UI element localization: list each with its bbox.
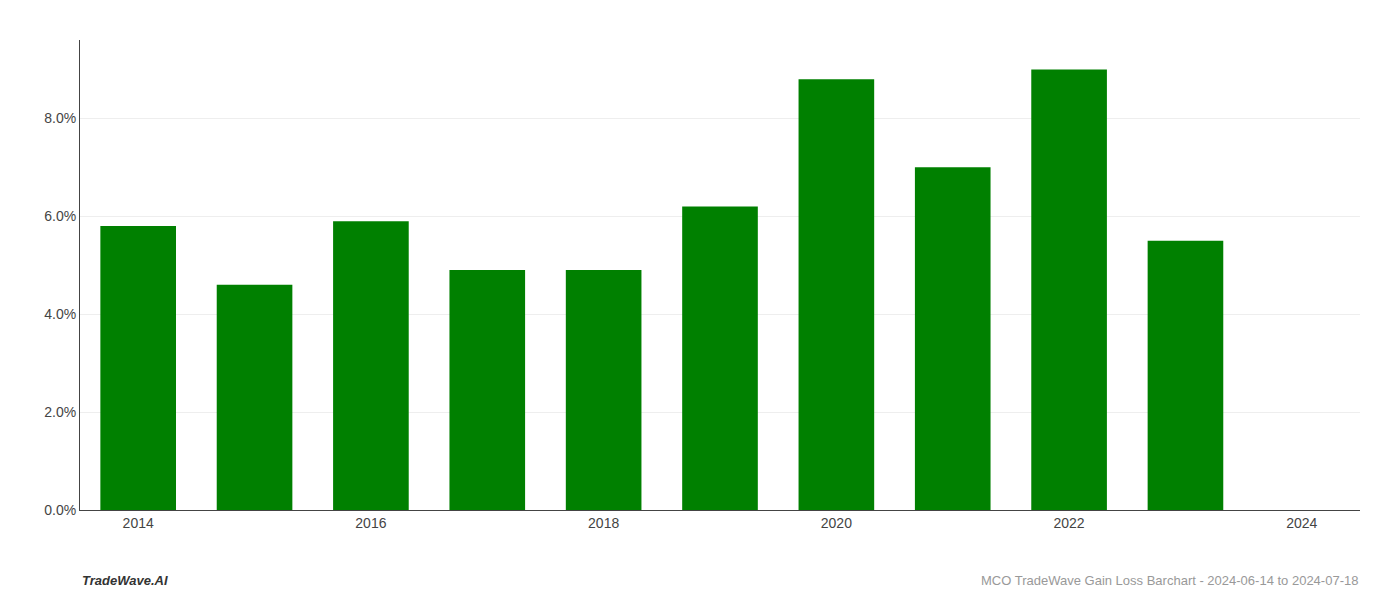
svg-text:2014: 2014 bbox=[123, 515, 154, 531]
svg-text:0.0%: 0.0% bbox=[44, 502, 76, 518]
svg-text:2018: 2018 bbox=[588, 515, 619, 531]
svg-text:TradeWave.AI: TradeWave.AI bbox=[82, 573, 168, 588]
svg-text:2020: 2020 bbox=[821, 515, 852, 531]
svg-text:8.0%: 8.0% bbox=[44, 110, 76, 126]
svg-text:2024: 2024 bbox=[1286, 515, 1317, 531]
svg-text:2.0%: 2.0% bbox=[44, 404, 76, 420]
svg-text:MCO TradeWave Gain Loss Barcha: MCO TradeWave Gain Loss Barchart - 2024-… bbox=[981, 573, 1358, 588]
svg-text:6.0%: 6.0% bbox=[44, 208, 76, 224]
svg-text:2022: 2022 bbox=[1054, 515, 1085, 531]
svg-text:2016: 2016 bbox=[355, 515, 386, 531]
svg-text:4.0%: 4.0% bbox=[44, 306, 76, 322]
